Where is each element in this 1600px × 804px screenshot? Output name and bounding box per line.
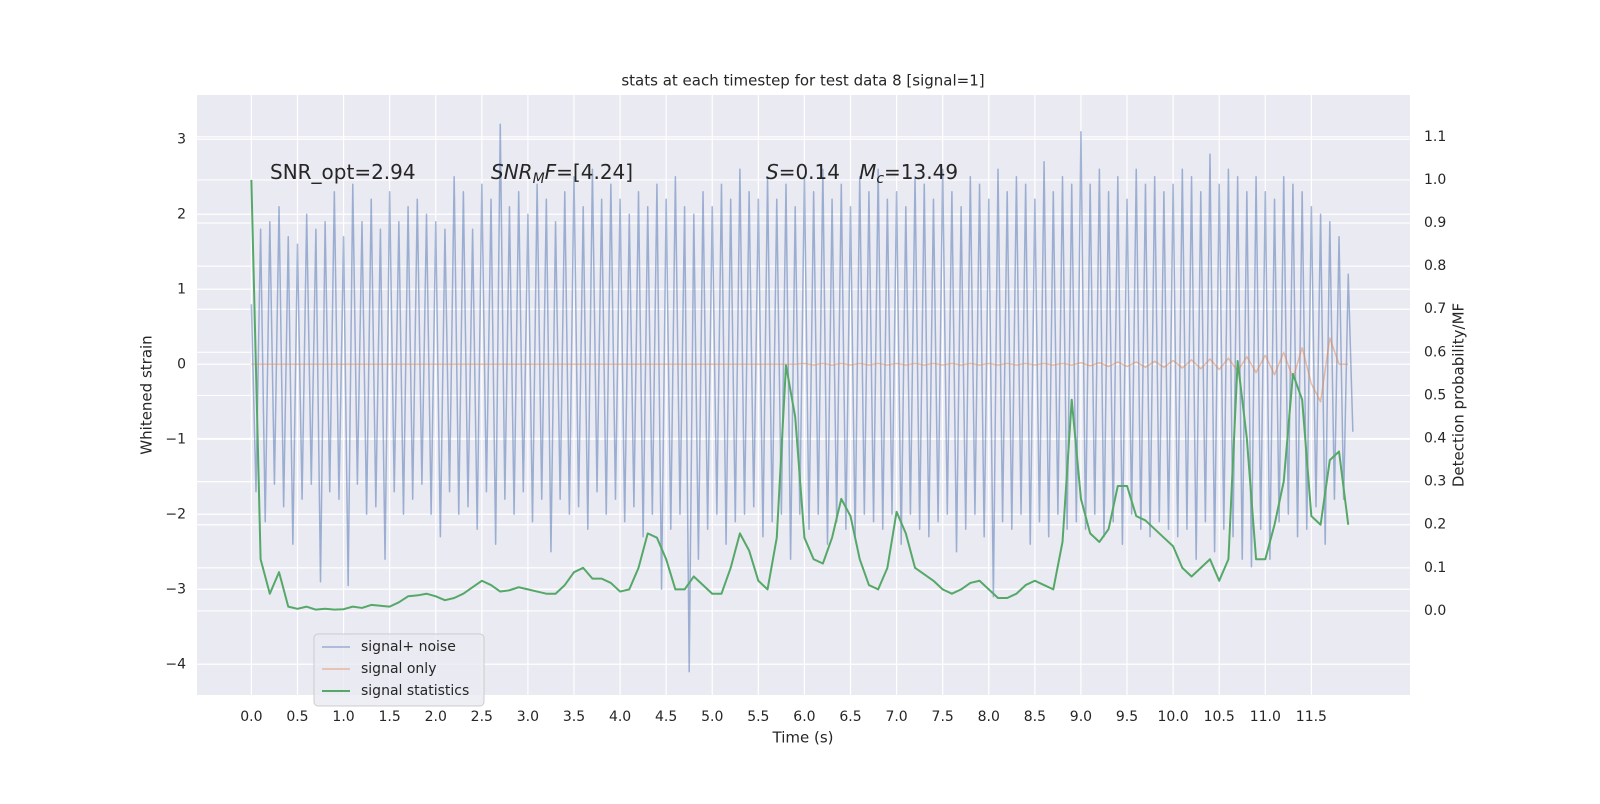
x-tick-label: 9.5 bbox=[1116, 709, 1138, 725]
x-tick-label: 3.0 bbox=[517, 709, 539, 725]
x-tick-label: 6.0 bbox=[793, 709, 815, 725]
legend-label: signal statistics bbox=[361, 683, 469, 699]
x-tick-label: 10.0 bbox=[1158, 709, 1189, 725]
annotation-part: SNR bbox=[491, 160, 533, 184]
y-tick-label: 2 bbox=[177, 206, 186, 222]
annotation: S=0.14 Mc=13.49 bbox=[766, 160, 958, 188]
x-tick-label: 5.0 bbox=[701, 709, 723, 725]
x-tick-label: 2.0 bbox=[425, 709, 447, 725]
annotation-part: M bbox=[533, 171, 545, 187]
x-tick-label: 5.5 bbox=[747, 709, 769, 725]
annotation-part: F bbox=[545, 160, 557, 184]
x-tick-label: 11.0 bbox=[1250, 709, 1281, 725]
x-tick-label: 8.5 bbox=[1024, 709, 1046, 725]
y-tick-label: −3 bbox=[165, 581, 186, 597]
marks bbox=[250, 123, 1354, 673]
y2-tick-label: 1.0 bbox=[1424, 172, 1446, 188]
x-tick-label: 2.5 bbox=[471, 709, 493, 725]
x-tick-label: 1.5 bbox=[379, 709, 401, 725]
y2-tick-label: 0.3 bbox=[1424, 474, 1446, 490]
series-line bbox=[250, 123, 1354, 673]
y2-tick-label: 1.1 bbox=[1424, 129, 1446, 145]
y-tick-label: −4 bbox=[165, 656, 186, 672]
annotation-part: =[4.24] bbox=[556, 160, 633, 184]
y2-tick-label: 0.9 bbox=[1424, 215, 1446, 231]
y-axis-label: Whitened strain bbox=[138, 335, 156, 454]
x-tick-label: 6.5 bbox=[839, 709, 861, 725]
y2-tick-label: 0.2 bbox=[1424, 517, 1446, 533]
x-tick-label: 7.0 bbox=[885, 709, 907, 725]
y-tick-label: 3 bbox=[177, 131, 186, 147]
x-tick-label: 9.0 bbox=[1070, 709, 1092, 725]
y2-tick-label: 0.5 bbox=[1424, 387, 1446, 403]
y2-tick-label: 0.1 bbox=[1424, 560, 1446, 576]
x-tick-label: 3.5 bbox=[563, 709, 585, 725]
legend-label: signal only bbox=[361, 661, 436, 677]
y-tick-label: −1 bbox=[165, 431, 186, 447]
annotation-part: M bbox=[859, 160, 876, 184]
x-axis-label: Time (s) bbox=[772, 729, 834, 747]
x-tick-label: 10.5 bbox=[1204, 709, 1235, 725]
legend-box bbox=[313, 633, 485, 707]
y2-tick-label: 0.8 bbox=[1424, 258, 1446, 274]
x-tick-label: 11.5 bbox=[1296, 709, 1327, 725]
annotation-part: c bbox=[876, 171, 884, 187]
annotation: SNRMF=[4.24] bbox=[491, 160, 633, 188]
annotation-part: =13.49 bbox=[884, 160, 958, 184]
y2-tick-label: 0.6 bbox=[1424, 344, 1446, 360]
series-line bbox=[250, 179, 1350, 611]
annotation-part: SNR_opt=2.94 bbox=[270, 160, 416, 184]
y2-tick-label: 0.7 bbox=[1424, 301, 1446, 317]
x-tick-label: 7.5 bbox=[932, 709, 954, 725]
grid bbox=[197, 95, 1410, 695]
y-tick-label: 0 bbox=[177, 356, 186, 372]
annotation: SNR_opt=2.94 bbox=[270, 160, 416, 184]
y-tick-label: 1 bbox=[177, 281, 186, 297]
annotation-part: S bbox=[766, 160, 779, 184]
x-tick-label: 1.0 bbox=[332, 709, 354, 725]
chart-title: stats at each timestep for test data 8 [… bbox=[621, 72, 984, 90]
x-tick-label: 4.0 bbox=[609, 709, 631, 725]
x-tick-label: 0.5 bbox=[286, 709, 308, 725]
legend-label: signal+ noise bbox=[361, 639, 456, 655]
series-line bbox=[251, 337, 1349, 403]
y2-axis-label: Detection probability/MF bbox=[1450, 303, 1468, 487]
x-tick-label: 4.5 bbox=[655, 709, 677, 725]
y2-tick-label: 0.0 bbox=[1424, 603, 1446, 619]
y2-tick-label: 0.4 bbox=[1424, 431, 1446, 447]
y-tick-label: −2 bbox=[165, 506, 186, 522]
annotation-part: =0.14 bbox=[779, 160, 859, 184]
x-tick-label: 8.0 bbox=[978, 709, 1000, 725]
x-tick-label: 0.0 bbox=[240, 709, 262, 725]
